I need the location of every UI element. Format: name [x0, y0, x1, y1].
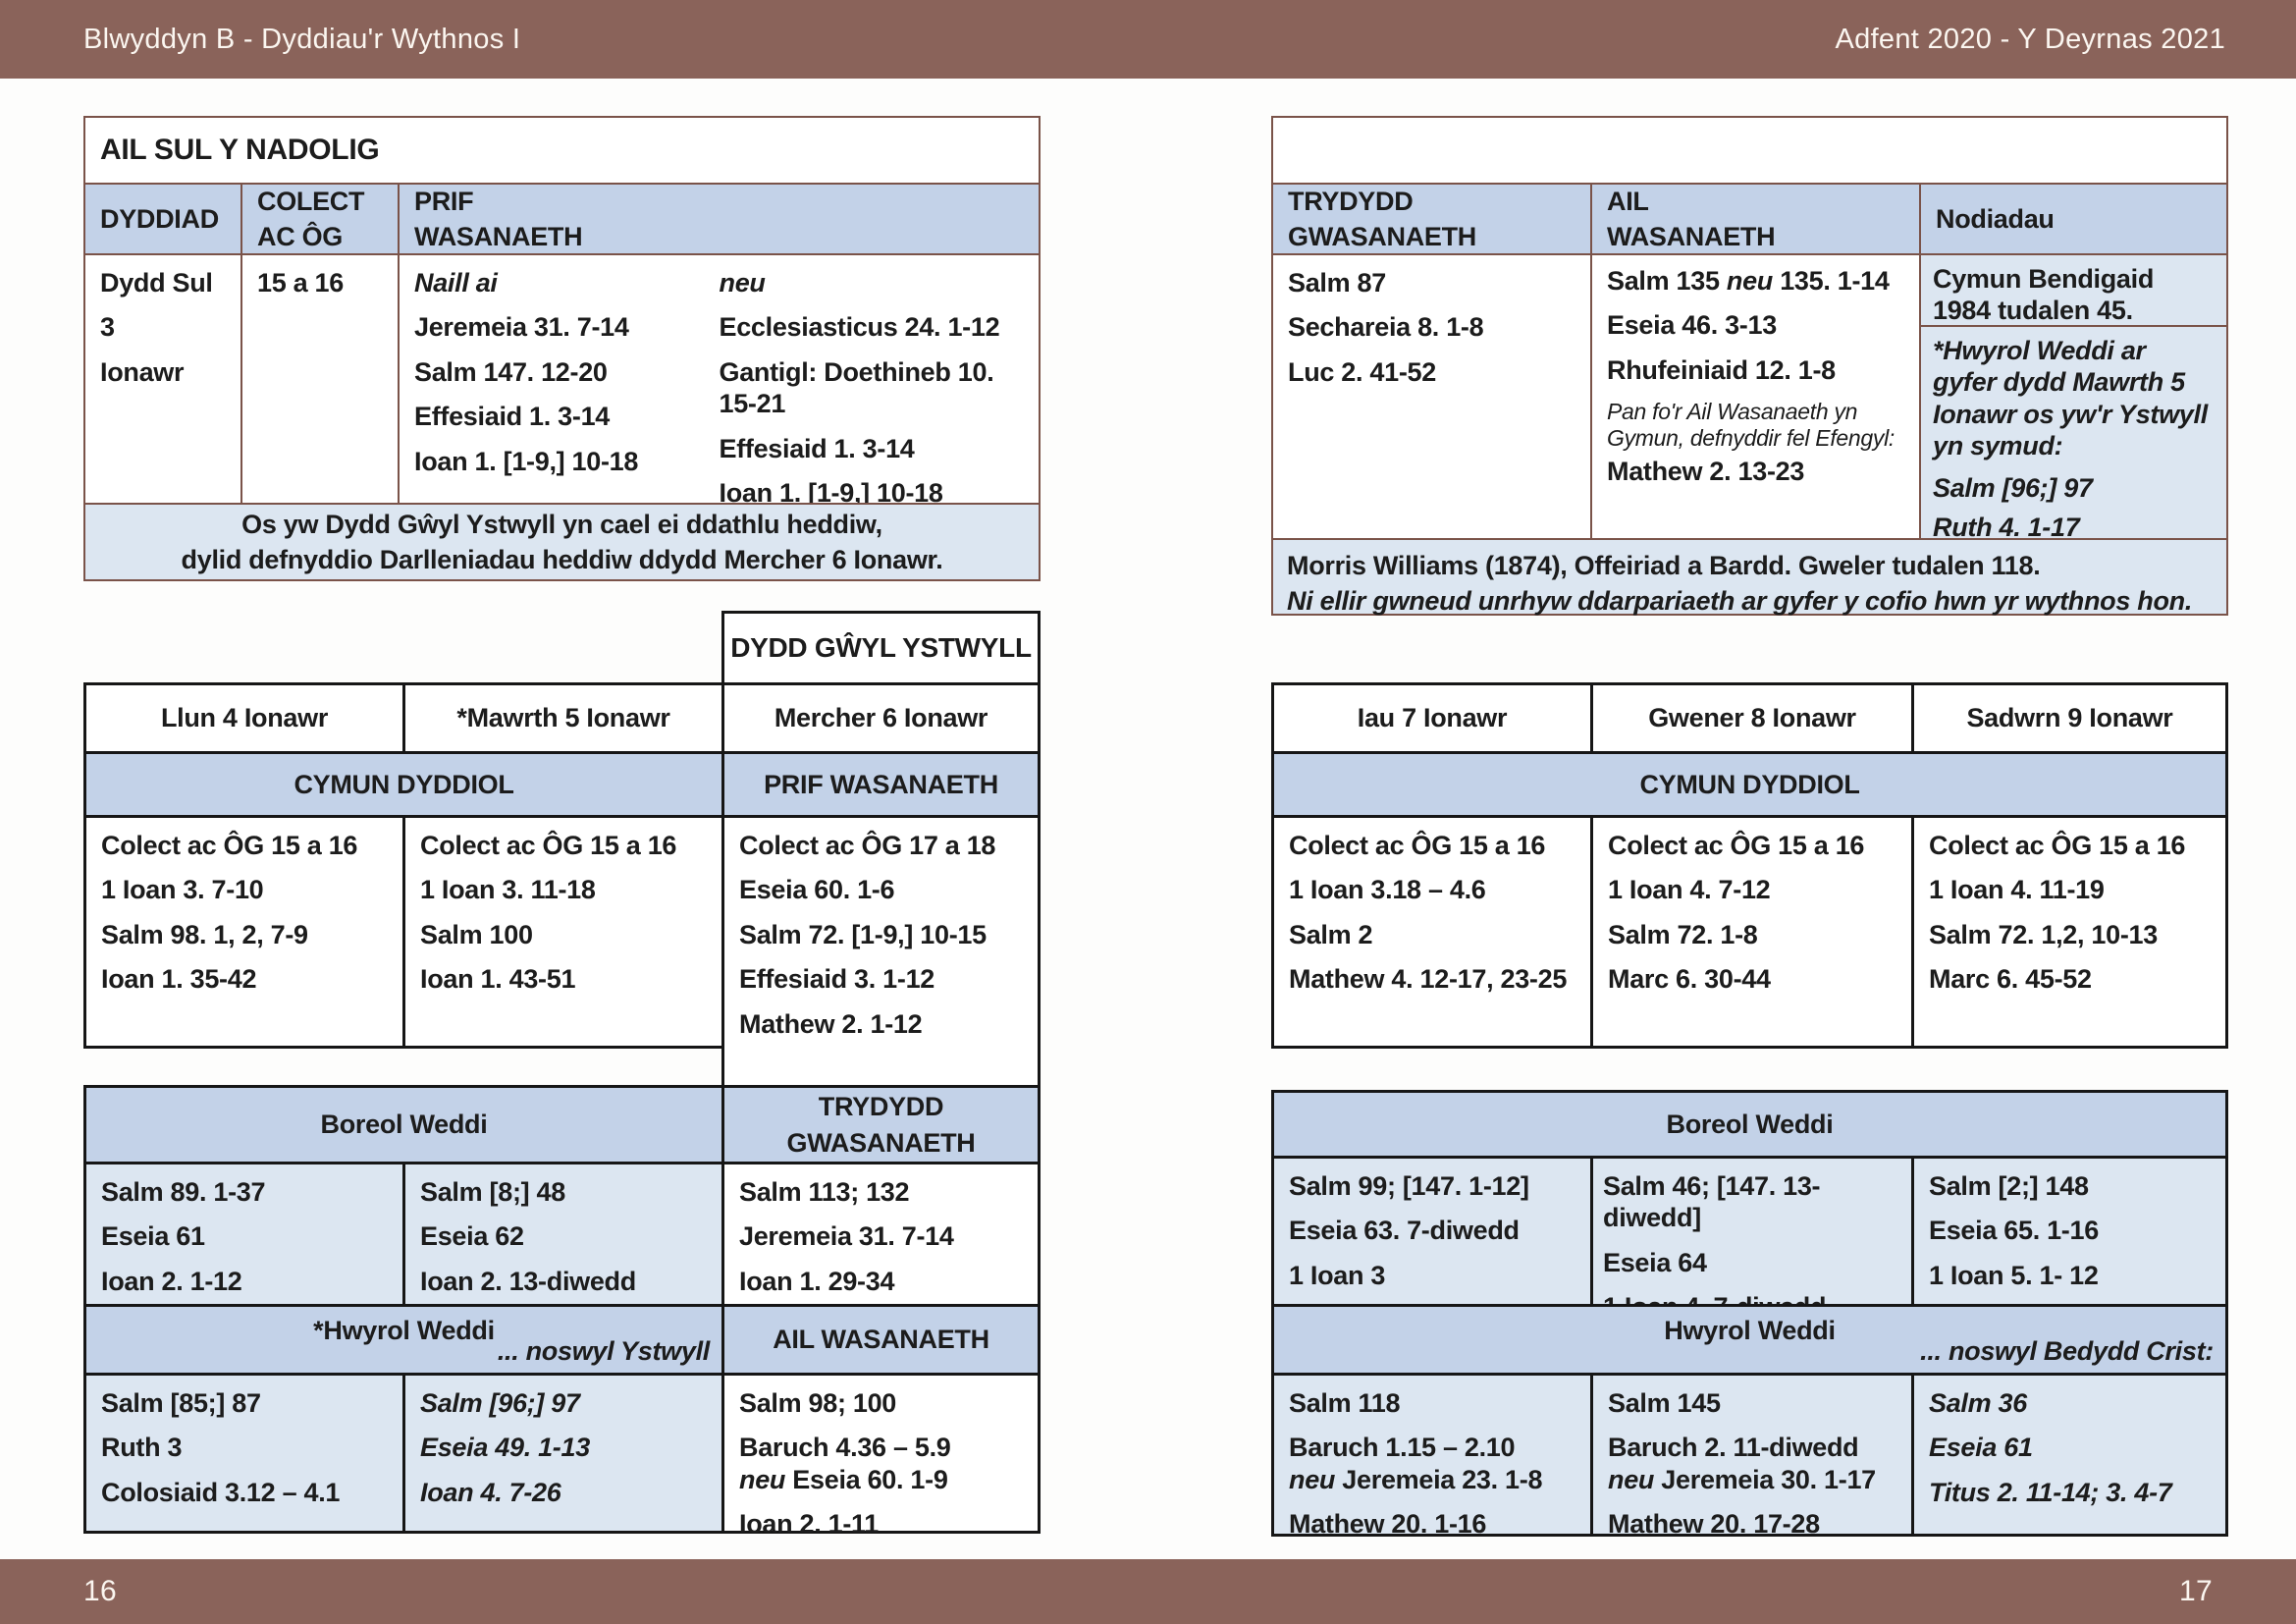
sunday-date-cell: Dydd Sul 3 Ionawr [83, 253, 242, 505]
morning-prayer-band-w2: Boreol Weddi [1271, 1090, 2228, 1159]
daily-communion-band-w1: CYMUN DYDDIOL [83, 751, 724, 818]
morning-thursday-cell: Salm 99; [147. 1-12] Eseia 63. 7-diwedd … [1271, 1156, 1593, 1307]
baptism-eve-note: ... noswyl Bedydd Crist: [1920, 1335, 2214, 1366]
second-service-band: AIL WASANAETH [721, 1304, 1041, 1376]
third-service-cell: Salm 87 Sechareia 8. 1-8 Luc 2. 41-52 [1271, 253, 1592, 540]
communion-monday-cell: Colect ac ÔG 15 a 16 1 Ioan 3. 7-10 Salm… [83, 815, 405, 1049]
morning-monday-cell: Salm 89. 1-37 Eseia 61 Ioan 2. 1-12 [83, 1162, 405, 1307]
evening-thursday-ot: Baruch 1.15 – 2.10 neu Jeremeia 23. 1-8 [1289, 1433, 1543, 1494]
morning-friday-cell: Salm 46; [147. 13-diwedd] Eseia 64 1 Ioa… [1590, 1156, 1914, 1322]
principal-or-column: neu Ecclesiasticus 24. 1-12 Gantigl: Doe… [720, 267, 1026, 521]
communion-saturday-cell: Colect ac ÔG 15 a 16 1 Ioan 4. 11-19 Sal… [1911, 815, 2228, 1049]
evening-friday-ot: Baruch 2. 11-diwedd neu Jeremeia 30. 1-1… [1608, 1433, 1876, 1494]
epiphany-feast-box: DYDD GŴYL YSTWYLL [721, 611, 1041, 685]
evening-monday-cell: Salm [85;] 87 Ruth 3 Colosiaid 3.12 – 4.… [83, 1373, 405, 1534]
principal-service-band: PRIF WASANAETH [721, 751, 1041, 818]
evening-saturday-cell: Salm 36 Eseia 61 Titus 2. 11-14; 3. 4-7 [1911, 1373, 2228, 1537]
column-header-colect: COLECT AC ÔG [240, 183, 400, 255]
sunday-table-title: AIL SUL Y NADOLIG [83, 116, 1041, 185]
header-left-title: Blwyddyn B - Dyddiau'r Wythnos I [83, 23, 521, 55]
daily-communion-band-w2: CYMUN DYDDIOL [1271, 751, 2228, 818]
day-header-monday: Llun 4 Ionawr [83, 682, 405, 754]
services-footnote: Morris Williams (1874), Offeiriad a Bard… [1271, 538, 2228, 616]
morning-tuesday-cell: Salm [8;] 48 Eseia 62 Ioan 2. 13-diwedd [402, 1162, 724, 1307]
day-header-thursday: Iau 7 Ionawr [1271, 682, 1593, 754]
communion-tuesday-cell: Colect ac ÔG 15 a 16 1 Ioan 3. 11-18 Sal… [402, 815, 724, 1049]
day-header-tuesday: *Mawrth 5 Ionawr [402, 682, 724, 754]
second-wednesday-ot: Baruch 4.36 – 5.9 neu Eseia 60. 1-9 [739, 1433, 951, 1494]
page-number-right: 17 [2179, 1575, 2213, 1607]
notes-cell-2: *Hwyrol Weddi ar gyfer dydd Mawrth 5 Ion… [1919, 325, 2228, 581]
third-wednesday-cell: Salm 113; 132 Jeremeia 31. 7-14 Ioan 1. … [721, 1162, 1041, 1307]
evening-thursday-cell: Salm 118 Baruch 1.15 – 2.10 neu Jeremeia… [1271, 1373, 1593, 1539]
header-right-title: Adfent 2020 - Y Deyrnas 2021 [1835, 23, 2225, 55]
or-label: neu [719, 268, 766, 298]
third-service-band: TRYDYDD GWASANAETH [721, 1085, 1041, 1164]
page-footer-bar: 16 17 [0, 1559, 2296, 1624]
communion-gospel-rubric: Pan fo'r Ail Wasanaeth yn Gymun, defnydd… [1607, 399, 1896, 452]
evening-tuesday-cell: Salm [96;] 97 Eseia 49. 1-13 Ioan 4. 7-2… [402, 1373, 724, 1534]
evening-prayer-band-w2: Hwyrol Weddi ... noswyl Bedydd Crist: [1271, 1304, 2228, 1376]
column-header-ail-wasanaeth: AIL WASANAETH [1590, 183, 1921, 255]
sunday-collect-cell: 15 a 16 [240, 253, 400, 505]
page-number-left: 16 [83, 1575, 117, 1607]
column-header-dyddiad: DYDDIAD [83, 183, 242, 255]
services-table-title-empty [1271, 116, 2228, 185]
principal-either-column: Naill ai Jeremeia 31. 7-14 Salm 147. 12-… [414, 267, 708, 490]
either-label: Naill ai [414, 268, 498, 298]
column-header-prif-wasanaeth: PRIF WASANAETH [398, 183, 1041, 255]
column-header-nodiadau: Nodiadau [1919, 183, 2228, 255]
evening-prayer-label-w2: Hwyrol Weddi [1664, 1316, 1836, 1345]
communion-thursday-cell: Colect ac ÔG 15 a 16 1 Ioan 3.18 – 4.6 S… [1271, 815, 1593, 1049]
sunday-principal-cell: Naill ai Jeremeia 31. 7-14 Salm 147. 12-… [398, 253, 1041, 508]
day-header-wednesday: Mercher 6 Ionawr [721, 682, 1041, 754]
communion-friday-cell: Colect ac ÔG 15 a 16 1 Ioan 4. 7-12 Salm… [1590, 815, 1914, 1049]
second-service-psalm: Salm 135 neu 135. 1-14 [1607, 266, 1890, 296]
second-service-cell: Salm 135 neu 135. 1-14 Eseia 46. 3-13 Rh… [1590, 253, 1921, 540]
second-wednesday-cell: Salm 98; 100 Baruch 4.36 – 5.9 neu Eseia… [721, 1373, 1041, 1539]
page-header-bar: Blwyddyn B - Dyddiau'r Wythnos I Adfent … [0, 0, 2296, 79]
epiphany-eve-note: ... noswyl Ystwyll [497, 1335, 710, 1366]
morning-saturday-cell: Salm [2;] 148 Eseia 65. 1-16 1 Ioan 5. 1… [1911, 1156, 2228, 1307]
notes-cell-1: Cymun Bendigaid 1984 tudalen 45. [1919, 253, 2228, 327]
day-header-friday: Gwener 8 Ionawr [1590, 682, 1914, 754]
evening-friday-cell: Salm 145 Baruch 2. 11-diwedd neu Jeremei… [1590, 1373, 1914, 1539]
morning-prayer-band-w1: Boreol Weddi [83, 1085, 724, 1164]
footnote-no-provision: Ni ellir gwneud unrhyw ddarpariaeth ar g… [1287, 586, 2193, 617]
evening-prayer-band-w1: *Hwyrol Weddi ... noswyl Ystwyll [83, 1304, 724, 1376]
footnote-commemoration: Morris Williams (1874), Offeiriad a Bard… [1287, 551, 2041, 580]
sunday-epiphany-note: Os yw Dydd Gŵyl Ystwyll yn cael ei ddath… [83, 503, 1041, 581]
column-header-trydydd-gwasanaeth: TRYDYDD GWASANAETH [1271, 183, 1592, 255]
day-header-saturday: Sadwrn 9 Ionawr [1911, 682, 2228, 754]
notes-evening-intro: *Hwyrol Weddi ar gyfer dydd Mawrth 5 Ion… [1933, 336, 2208, 461]
principal-wednesday-cell: Colect ac ÔG 17 a 18 Eseia 60. 1-6 Salm … [721, 815, 1041, 1088]
evening-prayer-label: *Hwyrol Weddi [313, 1316, 495, 1345]
